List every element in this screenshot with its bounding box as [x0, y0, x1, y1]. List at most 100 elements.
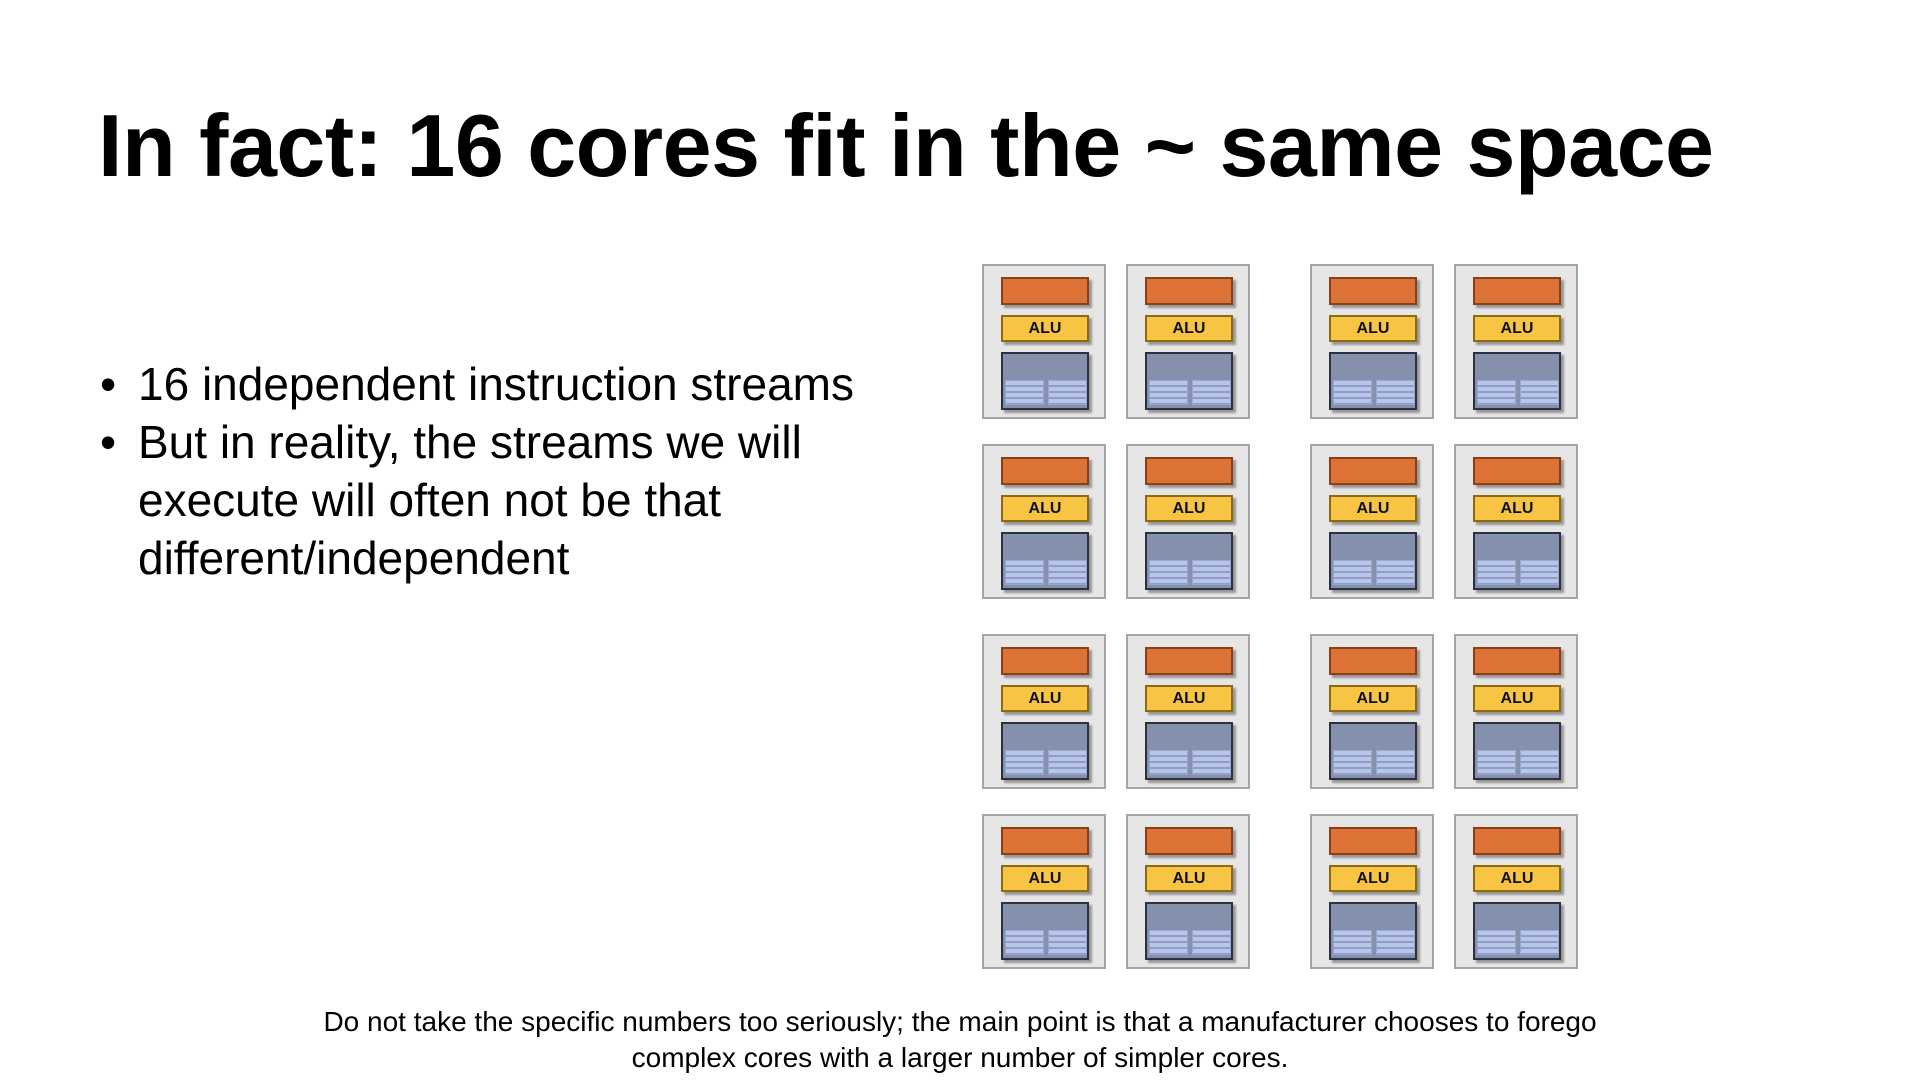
core-block: ALU [1454, 634, 1578, 789]
context-register-cell [1048, 560, 1087, 585]
core-block: ALU [1454, 814, 1578, 969]
alu-block: ALU [1473, 495, 1561, 522]
context-register-cell [1048, 380, 1087, 405]
execution-context-block [1001, 532, 1089, 590]
bullet-item: 16 independent instruction streams [100, 355, 880, 413]
alu-block: ALU [1473, 315, 1561, 342]
core-block: ALU [982, 444, 1106, 599]
context-register-cell [1192, 560, 1231, 585]
execution-context-block [1001, 722, 1089, 780]
context-register-cell [1048, 750, 1087, 775]
core-block: ALU [1310, 264, 1434, 419]
core-block: ALU [1126, 264, 1250, 419]
core-block: ALU [982, 814, 1106, 969]
execution-context-block [1329, 902, 1417, 960]
alu-block: ALU [1473, 865, 1561, 892]
context-register-cell [1520, 380, 1559, 405]
alu-block: ALU [1001, 685, 1089, 712]
alu-block: ALU [1001, 315, 1089, 342]
fetch-decode-block [1001, 827, 1089, 855]
context-register-cell [1333, 750, 1372, 775]
alu-block: ALU [1145, 315, 1233, 342]
alu-block: ALU [1145, 495, 1233, 522]
execution-context-block [1145, 532, 1233, 590]
context-register-cell [1477, 560, 1516, 585]
context-register-cell [1333, 930, 1372, 955]
execution-context-block [1145, 722, 1233, 780]
core-block: ALU [1310, 444, 1434, 599]
context-register-cell [1376, 930, 1415, 955]
context-register-cell [1520, 750, 1559, 775]
fetch-decode-block [1145, 647, 1233, 675]
footnote-line: Do not take the specific numbers too ser… [323, 1006, 1597, 1037]
context-register-cell [1477, 930, 1516, 955]
context-register-cell [1477, 380, 1516, 405]
fetch-decode-block [1001, 457, 1089, 485]
context-register-cell [1005, 930, 1044, 955]
fetch-decode-block [1329, 277, 1417, 305]
alu-block: ALU [1145, 865, 1233, 892]
fetch-decode-block [1473, 457, 1561, 485]
alu-block: ALU [1329, 315, 1417, 342]
core-block: ALU [1126, 444, 1250, 599]
slide-title: In fact: 16 cores fit in the ~ same spac… [98, 96, 1714, 195]
footnote-line: complex cores with a larger number of si… [631, 1042, 1289, 1073]
core-block: ALU [1126, 634, 1250, 789]
context-register-cell [1333, 560, 1372, 585]
execution-context-block [1473, 352, 1561, 410]
context-register-cell [1005, 380, 1044, 405]
context-register-cell [1149, 560, 1188, 585]
context-register-cell [1192, 930, 1231, 955]
context-register-cell [1192, 380, 1231, 405]
fetch-decode-block [1001, 647, 1089, 675]
core-block: ALU [1126, 814, 1250, 969]
execution-context-block [1329, 722, 1417, 780]
fetch-decode-block [1145, 277, 1233, 305]
alu-block: ALU [1329, 865, 1417, 892]
context-register-cell [1333, 380, 1372, 405]
fetch-decode-block [1329, 457, 1417, 485]
bullet-list: 16 independent instruction streams But i… [100, 355, 880, 587]
core-block: ALU [982, 264, 1106, 419]
execution-context-block [1473, 722, 1561, 780]
execution-context-block [1473, 532, 1561, 590]
context-register-cell [1149, 380, 1188, 405]
alu-block: ALU [1145, 685, 1233, 712]
execution-context-block [1145, 902, 1233, 960]
core-block: ALU [1310, 814, 1434, 969]
execution-context-block [1001, 352, 1089, 410]
context-register-cell [1520, 560, 1559, 585]
fetch-decode-block [1001, 277, 1089, 305]
fetch-decode-block [1473, 647, 1561, 675]
alu-block: ALU [1329, 685, 1417, 712]
execution-context-block [1145, 352, 1233, 410]
fetch-decode-block [1329, 647, 1417, 675]
fetch-decode-block [1473, 827, 1561, 855]
bullet-item: But in reality, the streams we will exec… [100, 413, 880, 587]
alu-block: ALU [1473, 685, 1561, 712]
context-register-cell [1048, 930, 1087, 955]
execution-context-block [1329, 532, 1417, 590]
alu-block: ALU [1001, 865, 1089, 892]
context-register-cell [1005, 560, 1044, 585]
fetch-decode-block [1145, 827, 1233, 855]
fetch-decode-block [1473, 277, 1561, 305]
fetch-decode-block [1145, 457, 1233, 485]
fetch-decode-block [1329, 827, 1417, 855]
context-register-cell [1192, 750, 1231, 775]
execution-context-block [1001, 902, 1089, 960]
context-register-cell [1149, 750, 1188, 775]
execution-context-block [1473, 902, 1561, 960]
context-register-cell [1520, 930, 1559, 955]
alu-block: ALU [1329, 495, 1417, 522]
context-register-cell [1005, 750, 1044, 775]
context-register-cell [1376, 380, 1415, 405]
core-block: ALU [1454, 444, 1578, 599]
context-register-cell [1477, 750, 1516, 775]
core-block: ALU [1310, 634, 1434, 789]
core-block: ALU [1454, 264, 1578, 419]
core-block: ALU [982, 634, 1106, 789]
context-register-cell [1376, 750, 1415, 775]
context-register-cell [1376, 560, 1415, 585]
footnote: Do not take the specific numbers too ser… [0, 1004, 1920, 1076]
